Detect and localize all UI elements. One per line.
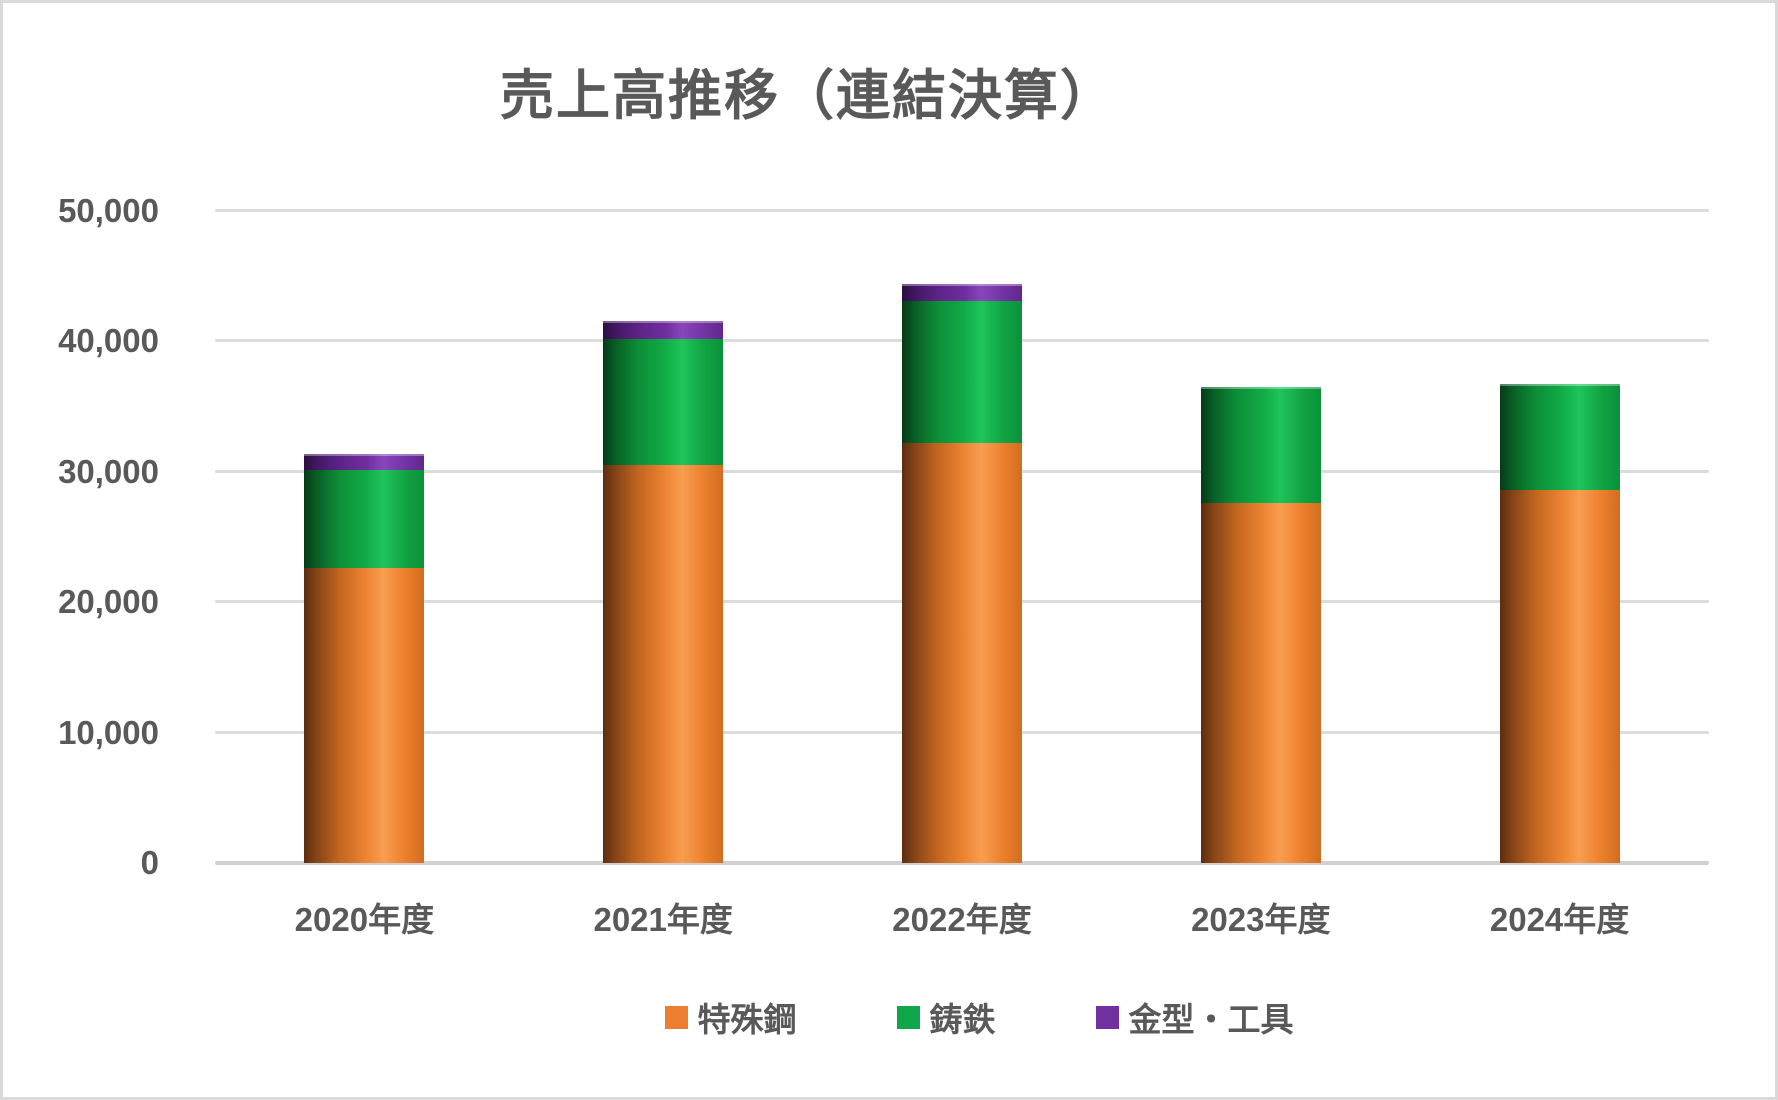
- x-axis-tick-label: 2020年度: [294, 901, 435, 938]
- x-axis-tick-label: 2024年度: [1489, 901, 1630, 938]
- legend-label-tokushuko: 特殊鋼: [697, 1001, 797, 1038]
- bar-segment-kanagata-kogu-2022: [902, 284, 1022, 301]
- bar-segment-tokushuko-2020: [304, 568, 425, 863]
- bar-segment-tokushuko-2022: [902, 443, 1022, 863]
- bar-segment-tokushuko-2021: [603, 465, 724, 863]
- legend-label-kanagata-kogu: 金型・工具: [1128, 1001, 1294, 1038]
- bar-segment-chutetsu-2023: [1200, 387, 1321, 504]
- bar-segment-chutetsu-2022: [902, 300, 1022, 444]
- bar-segment-tokushuko-2023: [1200, 503, 1321, 863]
- bar-segment-chutetsu-2024: [1499, 384, 1620, 491]
- x-axis-tick-label: 2023年度: [1191, 901, 1331, 938]
- legend-label-chutetsu: 鋳鉄: [929, 1001, 996, 1038]
- legend-swatch-kanagata-kogu: [1095, 1005, 1119, 1029]
- gridline-0: [215, 861, 1709, 865]
- y-axis-tick-label: 20,000: [58, 583, 159, 621]
- y-axis-tick-label: 50,000: [58, 192, 159, 229]
- bar-segment-kanagata-kogu-2021: [603, 320, 724, 339]
- x-axis-tick-label: 2021年度: [593, 901, 733, 938]
- y-axis-tick-label: 0: [140, 844, 159, 881]
- legend-item-tokushuko: 特殊鋼: [664, 993, 797, 1041]
- legend: 特殊鋼 鋳鉄 金型・工具: [93, 993, 1775, 1041]
- legend-swatch-chutetsu: [896, 1005, 920, 1029]
- legend-swatch-tokushuko: [664, 1005, 688, 1029]
- y-axis-tick-label: 40,000: [58, 322, 159, 360]
- bar-segment-chutetsu-2020: [304, 470, 425, 569]
- gridline-50000: [215, 209, 1709, 212]
- bar-segment-kanagata-kogu-2020: [304, 453, 425, 471]
- bar-segment-tokushuko-2024: [1499, 490, 1620, 863]
- legend-item-chutetsu: 鋳鉄: [896, 993, 996, 1041]
- y-axis-tick-label: 30,000: [58, 452, 159, 490]
- y-axis-tick-label: 10,000: [58, 713, 159, 751]
- bar-segment-chutetsu-2021: [603, 338, 724, 466]
- chart-title: 売上高推移（連結決算）: [500, 66, 1116, 126]
- legend-item-kanagata-kogu: 金型・工具: [1095, 993, 1294, 1041]
- x-axis-tick-label: 2022年度: [892, 901, 1032, 938]
